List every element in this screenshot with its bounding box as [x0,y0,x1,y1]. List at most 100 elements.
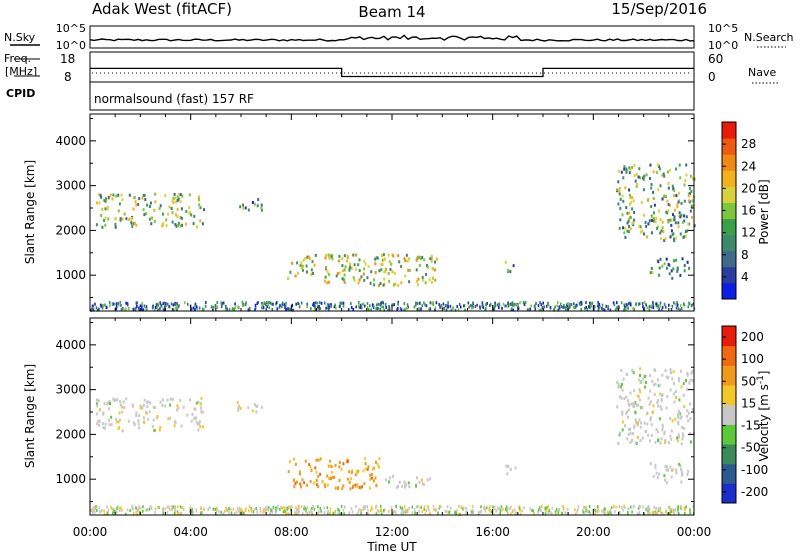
heatmap-cell [650,186,653,190]
heatmap-cell [659,257,662,261]
y-tick-label: 1000 [55,268,86,282]
heatmap-cell [203,208,205,212]
heatmap-cell [192,306,195,310]
heatmap-cell [132,307,135,311]
heatmap-cell [181,223,183,227]
heatmap-cell [391,270,394,274]
heatmap-cell [314,306,316,310]
heatmap-cell [143,213,146,217]
heatmap-cell [172,303,175,307]
heatmap-cell [180,424,183,428]
heatmap-cell [379,307,381,311]
heatmap-cell [171,220,174,224]
heatmap-cell [384,508,386,512]
heatmap-cell [145,400,148,404]
heatmap-cell [430,259,433,263]
heatmap-cell [200,512,202,516]
heatmap-cell [353,278,356,282]
heatmap-cell [529,507,532,511]
heatmap-cell [215,305,218,309]
heatmap-cell [373,278,376,282]
heatmap-cell [173,424,176,428]
heatmap-cell [485,303,488,307]
noise-tick-right-top: 10^5 [708,22,738,35]
heatmap-cell [313,303,315,307]
heatmap-cell [679,215,682,219]
heatmap-cell [509,507,511,511]
heatmap-cell [352,276,355,280]
heatmap-cell [342,462,345,466]
colorbar-segment [722,463,736,484]
heatmap-cell [364,462,367,466]
heatmap-cell [636,182,638,186]
heatmap-cell [659,392,662,396]
power-colorbar-label: Power [dB] [757,179,771,244]
heatmap-cell [315,470,318,474]
heatmap-cell [117,209,120,213]
heatmap-cell [350,477,353,481]
heatmap-cell [329,477,332,481]
heatmap-cell [198,203,201,207]
heatmap-cell [237,408,240,412]
heatmap-cell [153,208,156,212]
heatmap-cell [308,510,311,514]
heatmap-cell [405,253,408,257]
heatmap-cell [398,260,401,264]
heatmap-cell [680,470,683,474]
heatmap-cell [253,202,256,206]
heatmap-cell [681,425,684,429]
heatmap-cell [94,510,96,514]
heatmap-cell [354,267,357,271]
heatmap-cell [262,510,264,514]
heatmap-cell [471,304,473,308]
heatmap-cell [685,215,688,219]
heatmap-cell [417,283,419,287]
heatmap-cell [313,301,315,305]
heatmap-cell [660,237,663,240]
heatmap-cell [138,414,141,418]
heatmap-cell [693,177,696,181]
heatmap-cell [648,511,651,515]
heatmap-cell [502,302,505,306]
heatmap-cell [642,176,644,180]
heatmap-cell [314,301,317,305]
heatmap-cell [628,188,631,192]
date-label: 15/Sep/2016 [611,0,707,18]
heatmap-cell [585,301,587,305]
heatmap-cell [310,272,313,276]
x-tick-label: 08:00 [274,525,309,539]
heatmap-cell [225,508,228,512]
heatmap-cell [665,481,668,485]
heatmap-cell [622,226,624,230]
heatmap-cell [445,308,448,312]
heatmap-cell [335,306,337,310]
heatmap-cell [486,301,488,305]
heatmap-cell [132,512,135,516]
heatmap-cell [337,487,340,491]
heatmap-cell [320,509,322,513]
colorbar-segment [722,483,736,504]
heatmap-cell [640,230,643,234]
heatmap-cell [557,308,560,312]
heatmap-cell [568,306,570,310]
heatmap-cell [126,302,129,306]
heatmap-cell [416,476,418,480]
heatmap-cell [381,254,384,258]
heatmap-cell [338,509,341,513]
heatmap-cell [173,308,175,312]
heatmap-cell [351,510,354,514]
heatmap-cell [657,384,660,388]
heatmap-cell [299,482,302,486]
heatmap-cell [119,300,122,304]
heatmap-cell [364,304,366,308]
heatmap-cell [170,207,173,210]
heatmap-cell [171,211,174,215]
heatmap-cell [324,256,327,260]
heatmap-cell [313,308,316,312]
heatmap-cell [216,301,219,305]
heatmap-cell [174,223,177,226]
heatmap-cell [115,302,118,306]
heatmap-cell [387,253,390,257]
heatmap-cell [186,302,189,306]
heatmap-cell [304,506,307,510]
